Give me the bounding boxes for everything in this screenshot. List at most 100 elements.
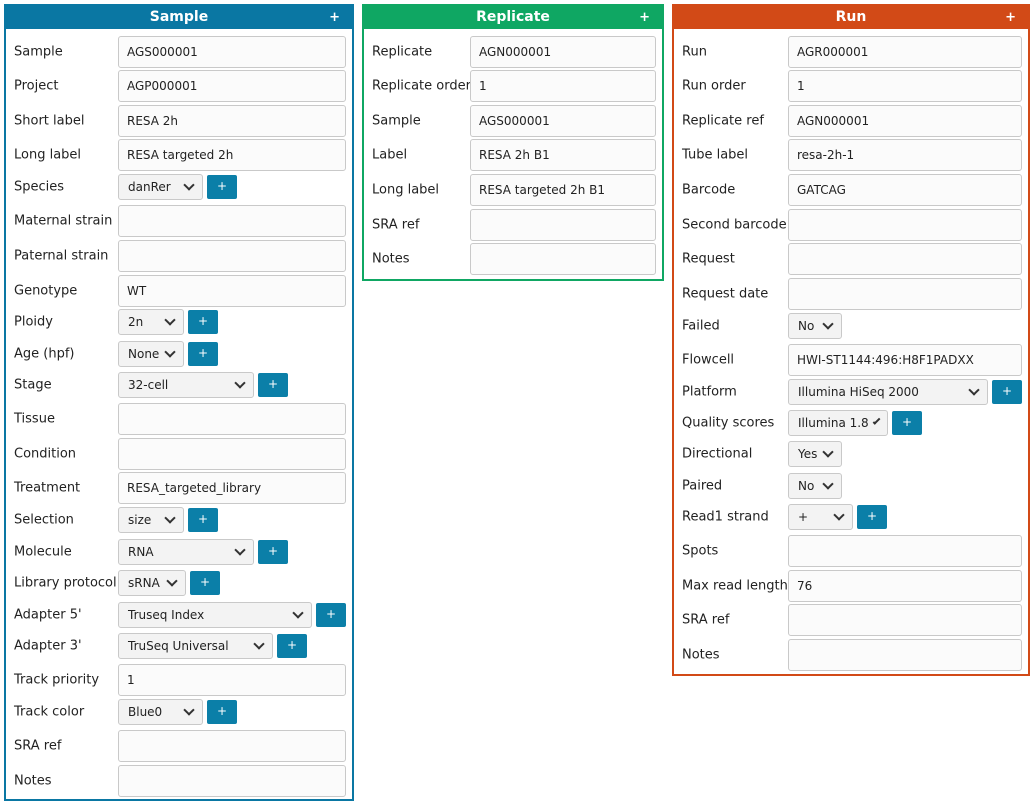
- chevron-down-icon: [968, 384, 980, 396]
- run-add-quality-scores-button[interactable]: +: [892, 411, 922, 435]
- run-run-order-input[interactable]: 1: [788, 70, 1022, 102]
- sample-tissue-input[interactable]: [118, 403, 346, 435]
- sample-paternal-strain-input[interactable]: [118, 240, 346, 272]
- run-request-input[interactable]: [788, 243, 1022, 275]
- sample-add-age-hpf-button[interactable]: +: [188, 342, 218, 366]
- run-panel-header: Run +: [674, 6, 1028, 29]
- sample-adapter-5-selected-value: Truseq Index: [128, 608, 205, 622]
- sample-genotype-input[interactable]: WT: [118, 275, 346, 307]
- sample-adapter-5-select[interactable]: Truseq Index: [118, 602, 312, 628]
- sample-adapter-3-select[interactable]: TruSeq Universal: [118, 633, 273, 659]
- sample-notes-label: Notes: [14, 773, 52, 789]
- run-second-barcode-input[interactable]: [788, 209, 1022, 241]
- run-sra-ref-input[interactable]: [788, 604, 1022, 636]
- sample-sample-input[interactable]: AGS000001: [118, 36, 346, 68]
- chevron-down-icon: [822, 478, 834, 490]
- run-barcode-input[interactable]: GATCAG: [788, 174, 1022, 206]
- run-field-spots: Spots: [674, 535, 1028, 567]
- sample-add-adapter-3-button[interactable]: +: [277, 634, 307, 658]
- run-max-read-length-input[interactable]: 76: [788, 570, 1022, 602]
- run-failed-label: Failed: [682, 318, 720, 334]
- sample-library-protocol-select[interactable]: sRNA: [118, 570, 186, 596]
- sample-stage-select[interactable]: 32-cell: [118, 372, 254, 398]
- sample-track-priority-input[interactable]: 1: [118, 664, 346, 696]
- run-tube-label-label: Tube label: [682, 147, 749, 163]
- run-quality-scores-select[interactable]: Illumina 1.8: [788, 410, 888, 436]
- run-run-label: Run: [682, 44, 707, 60]
- sample-age-hpf-selected-value: None: [128, 347, 160, 361]
- sample-add-library-protocol-button[interactable]: +: [190, 571, 220, 595]
- sample-sra-ref-input[interactable]: [118, 730, 346, 762]
- replicate-notes-input[interactable]: [470, 243, 656, 275]
- sample-maternal-strain-input[interactable]: [118, 205, 346, 237]
- run-spots-input[interactable]: [788, 535, 1022, 567]
- run-flowcell-input[interactable]: HWI-ST1144:496:H8F1PADXX: [788, 344, 1022, 376]
- run-read1-strand-select[interactable]: +: [788, 504, 853, 530]
- sample-add-species-button[interactable]: +: [207, 175, 237, 199]
- sample-short-label-input[interactable]: RESA 2h: [118, 105, 346, 137]
- sample-track-priority-label: Track priority: [14, 672, 100, 688]
- sample-add-molecule-button[interactable]: +: [258, 540, 288, 564]
- run-sra-ref-label: SRA ref: [682, 612, 730, 628]
- sample-add-track-color-button[interactable]: +: [207, 700, 237, 724]
- run-replicate-ref-input[interactable]: AGN000001: [788, 105, 1022, 137]
- sample-selection-select[interactable]: size: [118, 507, 184, 533]
- chevron-down-icon: [253, 638, 265, 650]
- replicate-sra-ref-input[interactable]: [470, 209, 656, 241]
- run-failed-select[interactable]: No: [788, 313, 842, 339]
- run-add-platform-button[interactable]: +: [992, 380, 1022, 404]
- sample-treatment-input[interactable]: RESA_targeted_library: [118, 472, 346, 504]
- sample-ploidy-select[interactable]: 2n: [118, 309, 184, 335]
- sample-add-adapter-5-button[interactable]: +: [316, 603, 346, 627]
- replicate-field-replicate-order: Replicate order 1: [364, 70, 662, 102]
- sample-track-color-selected-value: Blue0: [128, 705, 163, 719]
- sample-molecule-select[interactable]: RNA: [118, 539, 254, 565]
- sample-age-hpf-select[interactable]: None: [118, 341, 184, 367]
- sample-add-selection-button[interactable]: +: [188, 508, 218, 532]
- run-field-platform: Platform Illumina HiSeq 2000 +: [674, 379, 1028, 405]
- replicate-long-label-input[interactable]: RESA targeted 2h B1: [470, 174, 656, 206]
- sample-treatment-label: Treatment: [14, 480, 81, 496]
- add-sample-button[interactable]: +: [329, 10, 340, 25]
- sample-project-input[interactable]: AGP000001: [118, 70, 346, 102]
- sample-track-color-select[interactable]: Blue0: [118, 699, 203, 725]
- sample-ploidy-label: Ploidy: [14, 314, 53, 330]
- replicate-replicate-order-input[interactable]: 1: [470, 70, 656, 102]
- run-tube-label-input[interactable]: resa-2h-1: [788, 139, 1022, 171]
- sample-field-selection: Selection size +: [6, 507, 352, 533]
- sample-add-stage-button[interactable]: +: [258, 373, 288, 397]
- sample-add-ploidy-button[interactable]: +: [188, 310, 218, 334]
- replicate-sample-input[interactable]: AGS000001: [470, 105, 656, 137]
- run-failed-selected-value: No: [798, 319, 815, 333]
- replicate-field-sra-ref: SRA ref: [364, 209, 662, 241]
- add-replicate-button[interactable]: +: [639, 10, 650, 25]
- run-read1-strand-selected-value: +: [798, 510, 809, 524]
- run-notes-input[interactable]: [788, 639, 1022, 671]
- run-paired-select[interactable]: No: [788, 473, 842, 499]
- run-directional-select[interactable]: Yes: [788, 441, 842, 467]
- sample-panel-title: Sample: [149, 9, 209, 25]
- run-panel-title: Run: [835, 9, 867, 25]
- sample-species-select[interactable]: danRer: [118, 174, 203, 200]
- replicate-replicate-input[interactable]: AGN000001: [470, 36, 656, 68]
- run-field-directional: Directional Yes: [674, 441, 1028, 467]
- add-run-button[interactable]: +: [1005, 10, 1016, 25]
- run-run-input[interactable]: AGR000001: [788, 36, 1022, 68]
- sample-field-molecule: Molecule RNA +: [6, 539, 352, 565]
- run-add-read1-strand-button[interactable]: +: [857, 505, 887, 529]
- sample-project-label: Project: [14, 78, 59, 94]
- run-max-read-length-label: Max read length: [682, 578, 788, 594]
- replicate-label-input[interactable]: RESA 2h B1: [470, 139, 656, 171]
- sample-field-project: Project AGP000001: [6, 70, 352, 102]
- sample-long-label-input[interactable]: RESA targeted 2h: [118, 139, 346, 171]
- replicate-field-long-label: Long label RESA targeted 2h B1: [364, 174, 662, 206]
- run-field-request-date: Request date: [674, 278, 1028, 310]
- sample-condition-input[interactable]: [118, 438, 346, 470]
- sample-notes-input[interactable]: [118, 765, 346, 797]
- sample-field-species: Species danRer +: [6, 174, 352, 200]
- sample-adapter-5-label: Adapter 5': [14, 607, 82, 623]
- run-field-paired: Paired No: [674, 473, 1028, 499]
- run-request-date-input[interactable]: [788, 278, 1022, 310]
- run-platform-select[interactable]: Illumina HiSeq 2000: [788, 379, 988, 405]
- sample-field-sample: Sample AGS000001: [6, 36, 352, 68]
